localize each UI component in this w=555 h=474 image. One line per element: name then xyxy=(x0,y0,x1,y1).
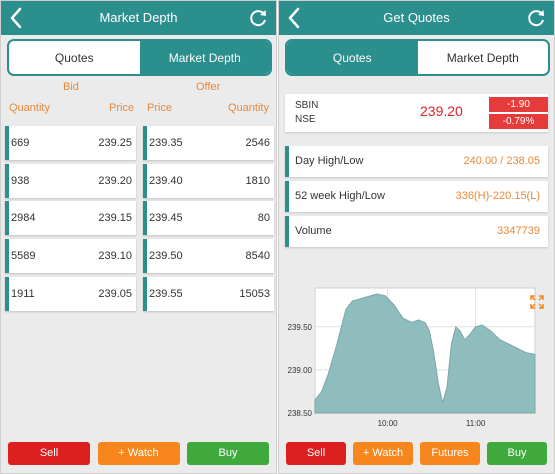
bid-qty: 669 xyxy=(11,137,30,149)
tab-quotes[interactable]: Quotes xyxy=(54,50,94,65)
refresh-icon[interactable] xyxy=(247,7,269,29)
last-price: 239.20 xyxy=(420,103,463,119)
stat-value: 240.00 / 238.05 xyxy=(463,155,540,167)
bid-price: 239.15 xyxy=(98,212,132,224)
offer-row: 239.35 2546 xyxy=(143,126,274,160)
bid-qty: 2984 xyxy=(11,212,36,224)
action-bar: Sell + Watch Futures Buy xyxy=(279,433,554,473)
view-switcher: Quotes Market Depth xyxy=(7,39,272,76)
stat-value: 336(H)-220.15(L) xyxy=(455,190,540,202)
price-area xyxy=(314,293,536,414)
bid-price: 239.20 xyxy=(98,175,132,187)
offer-price: 239.40 xyxy=(149,175,183,187)
buy-button[interactable]: Buy xyxy=(487,441,547,465)
watch-button[interactable]: + Watch xyxy=(353,441,413,465)
get-quotes-screen: Get Quotes Quotes Market Depth SBIN NSE … xyxy=(278,0,555,474)
bid-row: 1911 239.05 xyxy=(5,277,136,311)
offer-row: 239.50 8540 xyxy=(143,239,274,273)
stat-label: Volume xyxy=(295,225,332,237)
view-switcher: Quotes Market Depth xyxy=(285,39,550,76)
offer-price: 239.45 xyxy=(149,212,183,224)
back-arrow-icon[interactable] xyxy=(283,5,307,31)
stat-label: 52 week High/Low xyxy=(295,190,385,202)
bid-price: 239.05 xyxy=(98,288,132,300)
bid-row: 938 239.20 xyxy=(5,164,136,198)
bid-price: 239.10 xyxy=(98,250,132,262)
bid-row: 5589 239.10 xyxy=(5,239,136,273)
bid-quantity-header: Quantity xyxy=(9,102,50,114)
tab-market-depth[interactable]: Market Depth xyxy=(139,41,270,74)
offer-price-header: Price xyxy=(147,102,173,114)
page-title: Get Quotes xyxy=(383,10,450,25)
page-title: Market Depth xyxy=(99,10,178,25)
tab-quotes[interactable]: Quotes xyxy=(287,41,418,74)
market-depth-screen: Market Depth Quotes Market Depth Bid Off… xyxy=(0,0,277,474)
change-value: -1.90 xyxy=(489,97,548,112)
stat-row-52-week: 52 week High/Low 336(H)-220.15(L) xyxy=(285,181,548,212)
expand-icon[interactable] xyxy=(530,295,544,309)
offer-qty: 8540 xyxy=(245,250,270,262)
offer-qty: 1810 xyxy=(245,175,270,187)
offer-qty: 15053 xyxy=(239,288,270,300)
bid-row: 2984 239.15 xyxy=(5,201,136,235)
bid-qty: 1911 xyxy=(11,288,35,300)
offer-qty: 80 xyxy=(257,212,270,224)
tab-market-depth[interactable]: Market Depth xyxy=(446,50,519,65)
bid-heading: Bid xyxy=(63,81,79,93)
sell-button[interactable]: Sell xyxy=(286,441,346,465)
offer-quantity-header: Quantity xyxy=(228,102,269,114)
change-percent: -0.79% xyxy=(489,114,548,129)
offer-price: 239.50 xyxy=(149,250,183,262)
x-tick-label: 11:00 xyxy=(466,419,486,428)
futures-button[interactable]: Futures xyxy=(420,441,480,465)
stat-value: 3347739 xyxy=(497,225,540,237)
bid-qty: 938 xyxy=(11,175,30,187)
y-tick-label: 239.50 xyxy=(288,323,313,332)
top-bar: Get Quotes xyxy=(279,1,554,35)
symbol: SBIN xyxy=(295,100,319,111)
buy-button[interactable]: Buy xyxy=(187,441,269,465)
intraday-chart[interactable]: 239.50 239.00 238.50 10:00 11:00 xyxy=(285,283,548,433)
y-tick-label: 239.00 xyxy=(288,366,313,375)
x-tick-label: 10:00 xyxy=(378,419,399,428)
offer-row: 239.45 80 xyxy=(143,201,274,235)
quote-card: SBIN NSE 239.20 -1.90 -0.79% xyxy=(285,94,548,132)
offer-price: 239.55 xyxy=(149,288,183,300)
exchange: NSE xyxy=(295,114,316,125)
offer-price: 239.35 xyxy=(149,137,183,149)
offer-row: 239.55 15053 xyxy=(143,277,274,311)
top-bar: Market Depth xyxy=(1,1,276,35)
chart-svg: 239.50 239.00 238.50 10:00 11:00 xyxy=(288,287,536,428)
offer-heading: Offer xyxy=(196,81,221,93)
offer-row: 239.40 1810 xyxy=(143,164,274,198)
bid-row: 669 239.25 xyxy=(5,126,136,160)
back-arrow-icon[interactable] xyxy=(5,5,29,31)
action-bar: Sell + Watch Buy xyxy=(1,433,276,473)
bid-price-header: Price xyxy=(109,102,135,114)
stat-label: Day High/Low xyxy=(295,155,364,167)
bid-price: 239.25 xyxy=(98,137,132,149)
watch-button[interactable]: + Watch xyxy=(97,441,180,465)
offer-qty: 2546 xyxy=(245,137,270,149)
sell-button[interactable]: Sell xyxy=(8,441,90,465)
bid-qty: 5589 xyxy=(11,250,36,262)
refresh-icon[interactable] xyxy=(525,7,547,29)
y-tick-label: 238.50 xyxy=(288,409,313,418)
stat-row-day-high-low: Day High/Low 240.00 / 238.05 xyxy=(285,146,548,177)
stat-row-volume: Volume 3347739 xyxy=(285,216,548,247)
